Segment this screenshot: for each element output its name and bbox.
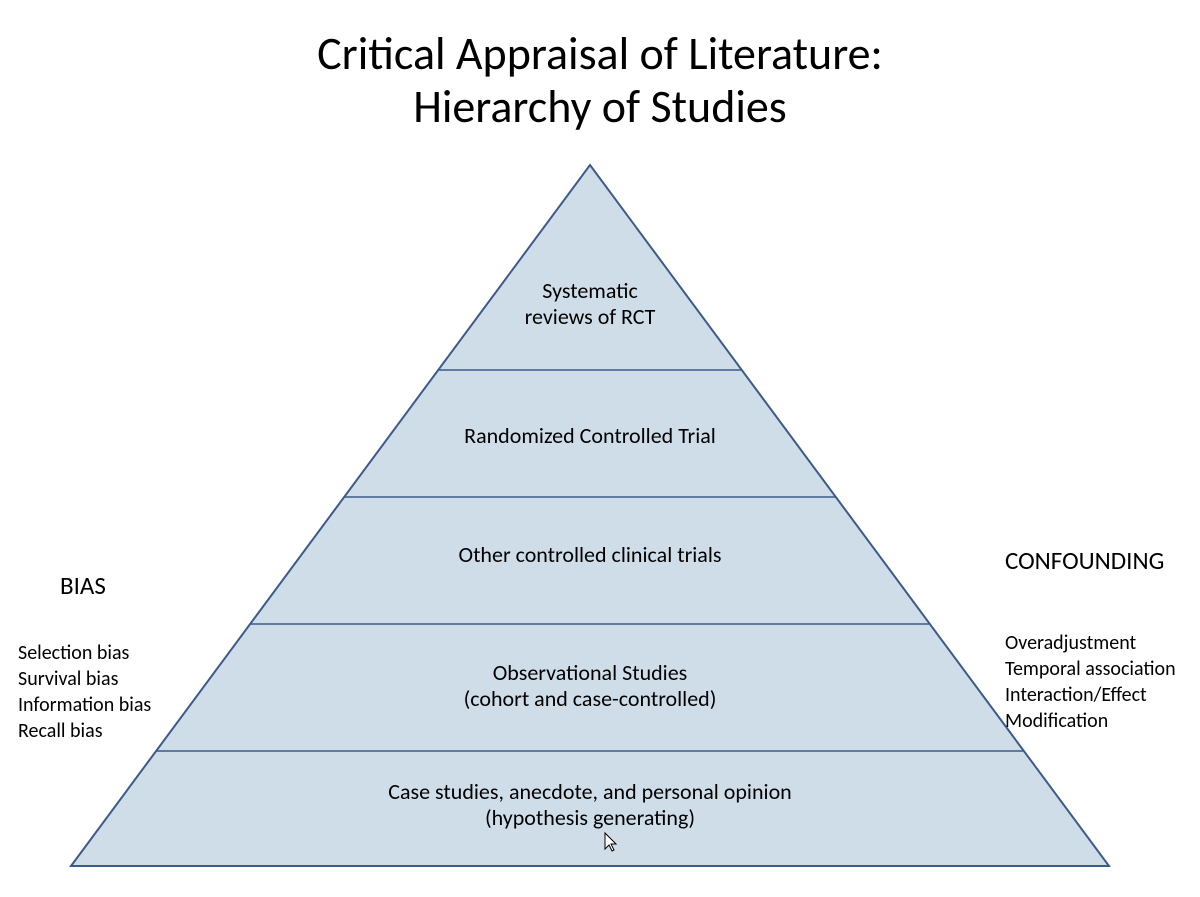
bias-item: Selection bias [18, 640, 151, 666]
pyramid-level-3: Other controlled clinical trials [240, 542, 940, 568]
pyramid-level-2: Randomized Controlled Trial [240, 423, 940, 449]
pyramid-level-text: Other controlled clinical trials [240, 542, 940, 568]
pyramid-level-text: Randomized Controlled Trial [240, 423, 940, 449]
bias-heading: BIAS [60, 570, 106, 601]
confounding-item: Overadjustment [1005, 630, 1176, 656]
pyramid-level-text: (cohort and case-controlled) [240, 686, 940, 712]
bias-list: Selection biasSurvival biasInformation b… [18, 640, 151, 744]
confounding-heading: CONFOUNDING [1005, 545, 1164, 576]
pyramid-level-text: Observational Studies [240, 660, 940, 686]
pyramid-level-1: Systematicreviews of RCT [240, 278, 940, 331]
bias-item: Information bias [18, 692, 151, 718]
pyramid-level-4: Observational Studies(cohort and case-co… [240, 660, 940, 713]
pyramid-level-text: reviews of RCT [240, 304, 940, 330]
pyramid-level-5: Case studies, anecdote, and personal opi… [240, 779, 940, 832]
pyramid-level-text: Systematic [240, 278, 940, 304]
bias-item: Recall bias [18, 718, 151, 744]
confounding-list: OveradjustmentTemporal associationIntera… [1005, 630, 1176, 734]
confounding-item: Interaction/Effect [1005, 682, 1176, 708]
confounding-item: Temporal association [1005, 656, 1176, 682]
pyramid-level-text: Case studies, anecdote, and personal opi… [240, 779, 940, 805]
bias-item: Survival bias [18, 666, 151, 692]
confounding-item: Modification [1005, 708, 1176, 734]
pyramid-level-text: (hypothesis generating) [240, 805, 940, 831]
